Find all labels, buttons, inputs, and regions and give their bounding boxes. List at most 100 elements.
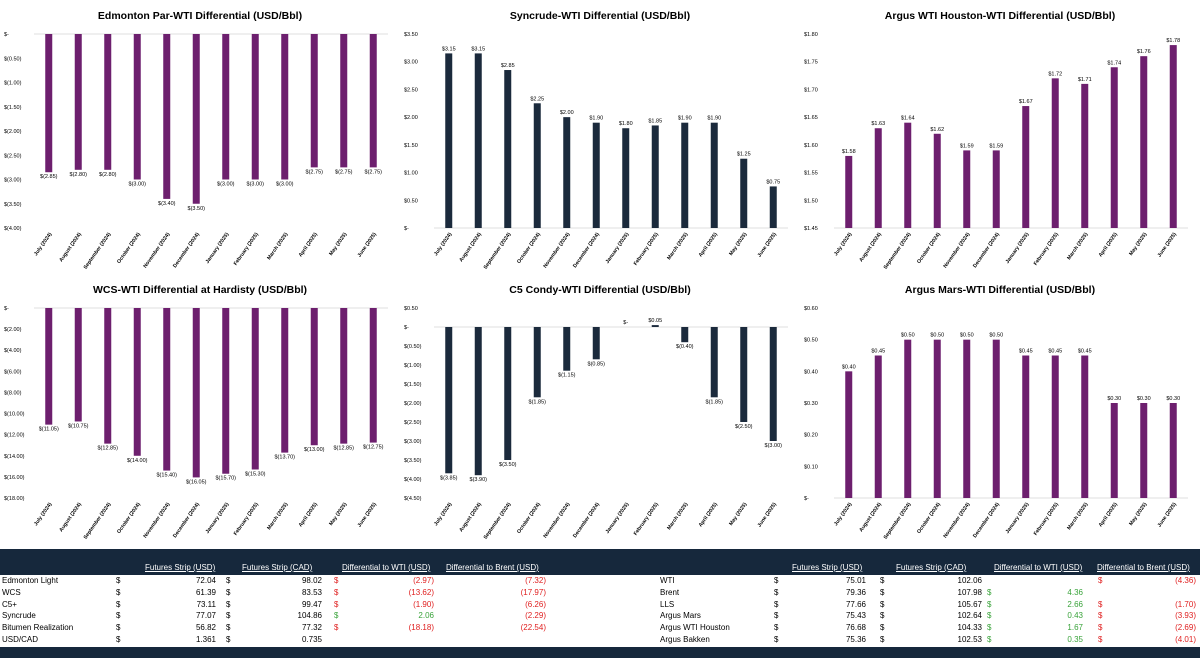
- bar: [769, 186, 777, 228]
- x-tick-label: July (2024): [833, 231, 853, 257]
- diff-to-wti: 0.35: [1067, 635, 1083, 644]
- bar: [45, 34, 53, 173]
- bar: [504, 70, 512, 229]
- y-tick-label: $-: [4, 32, 9, 38]
- x-tick-label: March (2025): [266, 231, 289, 261]
- data-label: $(10.75): [68, 423, 89, 429]
- bar: [992, 339, 1000, 498]
- data-label: $0.45: [871, 349, 885, 355]
- y-tick-label: $1.70: [804, 87, 818, 93]
- data-label: $(12.85): [334, 446, 355, 452]
- bar: [904, 122, 912, 228]
- chart-svg: WCS-WTI Differential at Hardisty (USD/Bb…: [4, 284, 388, 541]
- x-tick-label: March (2025): [266, 501, 289, 531]
- chart-title: Argus Mars-WTI Differential (USD/Bbl): [905, 284, 1095, 296]
- futures-cad: 77.32: [301, 623, 322, 633]
- data-label: $1.59: [960, 143, 974, 149]
- currency-symbol: $: [774, 587, 779, 597]
- y-tick-label: $1.75: [804, 60, 818, 66]
- data-label: $(2.80): [70, 172, 88, 178]
- x-tick-label: July (2024): [33, 501, 53, 527]
- y-tick-label: $1.50: [404, 143, 418, 149]
- currency-symbol: $: [226, 623, 231, 633]
- data-label: $1.67: [1019, 99, 1033, 105]
- y-tick-label: $(1.00): [4, 81, 22, 87]
- x-tick-label: January (2025): [205, 231, 231, 264]
- data-label: $(3.00): [247, 182, 265, 188]
- bar: [251, 308, 259, 470]
- right-header-cad: Futures Strip (CAD): [896, 563, 967, 572]
- data-label: $(2.85): [40, 174, 58, 180]
- currency-symbol: $: [1098, 599, 1103, 609]
- currency-symbol: $: [774, 623, 779, 633]
- data-label: $0.75: [766, 179, 780, 185]
- diff-to-brent: (17.97): [520, 587, 546, 597]
- currency-symbol: $: [987, 623, 992, 633]
- data-label: $(1.85): [706, 399, 724, 405]
- data-label: $(3.85): [440, 475, 458, 481]
- x-tick-label: January (2025): [205, 501, 231, 534]
- x-tick-label: December (2024): [172, 501, 201, 539]
- x-tick-label: April (2025): [298, 231, 319, 258]
- y-tick-label: $0.50: [404, 306, 418, 312]
- y-tick-label: $0.10: [804, 464, 818, 470]
- row-name: Argus WTI Houston: [660, 623, 730, 633]
- futures-usd: 72.04: [195, 576, 216, 585]
- y-tick-label: $(4.00): [4, 226, 22, 232]
- data-label: $(13.00): [304, 447, 325, 453]
- bar: [133, 34, 141, 180]
- data-label: $2.00: [560, 110, 574, 116]
- y-tick-label: $(3.50): [4, 202, 22, 208]
- bar: [933, 133, 941, 228]
- diff-to-wti: 4.36: [1067, 587, 1083, 597]
- futures-cad: 102.64: [957, 611, 982, 621]
- x-tick-label: May (2025): [1128, 501, 1148, 526]
- data-label: $0.40: [842, 364, 856, 370]
- diff-to-wti: (2.97): [413, 576, 434, 585]
- x-tick-label: February (2025): [233, 501, 260, 536]
- chart-edmonton-par: Edmonton Par-WTI Differential (USD/Bbl) $…: [0, 0, 400, 272]
- table-row: Edmonton Light $72.04 $98.02 $ (2.97) (7.32) W…: [0, 575, 1200, 587]
- bar: [445, 53, 453, 229]
- bar: [651, 325, 659, 327]
- bar: [740, 327, 748, 422]
- bar: [874, 355, 882, 498]
- data-label: $(12.85): [98, 446, 119, 452]
- currency-symbol: $: [880, 623, 885, 633]
- data-label: $(3.40): [158, 201, 176, 207]
- y-tick-label: $(12.00): [4, 433, 25, 439]
- chart-svg: Argus WTI Houston-WTI Differential (USD/…: [804, 10, 1188, 271]
- right-header-brent: Differential to Brent (USD): [1097, 563, 1190, 572]
- x-tick-label: April (2025): [1098, 501, 1119, 528]
- y-tick-label: $2.50: [404, 87, 418, 93]
- y-tick-label: $(3.00): [404, 439, 422, 445]
- x-tick-label: October (2024): [916, 231, 942, 264]
- bar: [1081, 83, 1089, 228]
- x-tick-label: December (2024): [972, 231, 1001, 269]
- chart-svg: Edmonton Par-WTI Differential (USD/Bbl) $…: [4, 10, 388, 271]
- currency-symbol: $: [774, 635, 779, 644]
- data-label: $(2.80): [99, 172, 117, 178]
- currency-symbol: $: [116, 576, 121, 585]
- x-tick-label: June (2025): [357, 501, 378, 528]
- currency-symbol: $: [334, 587, 339, 597]
- diff-to-wti: (13.62): [408, 587, 434, 597]
- diff-to-brent: (3.93): [1175, 611, 1196, 621]
- chart-title: C5 Condy-WTI Differential (USD/Bbl): [509, 284, 690, 296]
- chart-svg: C5 Condy-WTI Differential (USD/Bbl) $0.50…: [404, 284, 788, 541]
- bar: [1110, 403, 1118, 498]
- y-tick-label: $0.40: [804, 369, 818, 375]
- y-tick-label: $1.65: [804, 115, 818, 121]
- right-header-wti: Differential to WTI (USD): [994, 563, 1083, 572]
- y-tick-label: $(3.50): [404, 458, 422, 464]
- data-label: $1.74: [1107, 60, 1121, 66]
- chart-argus-mars: Argus Mars-WTI Differential (USD/Bbl) $0.…: [800, 274, 1200, 542]
- y-tick-label: $(10.00): [4, 412, 25, 418]
- futures-cad: 102.06: [957, 576, 982, 585]
- bar: [845, 371, 853, 498]
- y-tick-label: $0.20: [804, 433, 818, 439]
- table-row: Bitumen Realization $56.82 $77.32 $ (18.18) (…: [0, 622, 1200, 634]
- bar: [310, 308, 318, 446]
- x-tick-label: August (2024): [58, 501, 83, 533]
- data-label: $0.50: [989, 333, 1003, 339]
